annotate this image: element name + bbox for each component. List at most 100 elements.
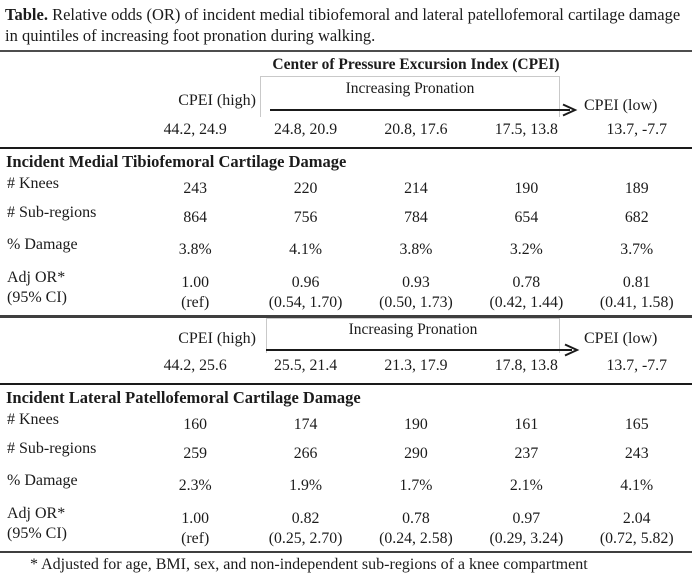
right-arrow-icon: [264, 103, 584, 122]
cell: 1.7%: [399, 477, 433, 494]
table-row-subregions: # Sub-regions 864 756 784 654 682: [0, 204, 692, 236]
or-value: 0.81: [622, 274, 651, 291]
caption-label: Table.: [5, 5, 48, 24]
ci-value: (0.29, 3.24): [489, 530, 564, 547]
cell: 3.8%: [178, 241, 212, 258]
cell: 165: [624, 416, 649, 433]
quintile-range: 13.7, -7.7: [606, 357, 668, 374]
cell: 243: [624, 445, 649, 462]
row-label: % Damage: [7, 236, 78, 253]
cpei-low-label: CPEI (low): [584, 97, 658, 114]
cell: 3.7%: [620, 241, 654, 258]
section2-title: Incident Lateral Patellofemoral Cartilag…: [6, 388, 361, 407]
cell: 190: [514, 180, 539, 197]
or-value: 0.78: [512, 274, 541, 291]
cell: 290: [404, 445, 428, 462]
cell: 190: [404, 416, 428, 433]
ci-value: (ref): [181, 530, 210, 547]
cell: 4.1%: [620, 477, 654, 494]
or-value: 0.78: [402, 510, 430, 527]
table-row-damage: % Damage 2.3% 1.9% 1.7% 2.1% 4.1%: [0, 472, 692, 504]
cell: 1.9%: [289, 477, 323, 494]
table-row-odds-ratio: Adj OR* (95% CI) 1.00 (ref) 0.96 (0.54, …: [0, 268, 692, 315]
pronation-box: [260, 76, 560, 117]
row-label: # Knees: [7, 175, 59, 192]
row-label: Adj OR*: [7, 269, 66, 286]
section1-quintile-ranges: 44.2, 24.9 24.8, 20.9 20.8, 17.6 17.5, 1…: [0, 118, 692, 147]
table-row-subregions: # Sub-regions 259 266 290 237 243: [0, 440, 692, 472]
ci-value: (0.24, 2.58): [379, 530, 453, 547]
row-label: % Damage: [7, 472, 78, 489]
row-label: # Knees: [7, 411, 59, 428]
cell: 864: [183, 209, 208, 226]
quintile-range: 44.2, 25.6: [163, 357, 227, 374]
row-label: Adj OR*: [7, 505, 66, 522]
row-label-2: (95% CI): [7, 289, 67, 306]
table-row-damage: % Damage 3.8% 4.1% 3.8% 3.2% 3.7%: [0, 236, 692, 268]
cell: 2.1%: [509, 477, 543, 494]
rule-above-footnote: [0, 551, 692, 553]
cell: 654: [514, 209, 539, 226]
rule-under-caption: [0, 50, 692, 52]
cell: 161: [514, 416, 539, 433]
cell: 259: [183, 445, 208, 462]
or-value: 0.82: [291, 510, 320, 527]
cell: 243: [183, 180, 208, 197]
section2-header-block: Increasing Pronation CPEI (high) CPEI (l…: [0, 318, 692, 357]
ci-value: (0.54, 1.70): [268, 294, 343, 311]
cell: 4.1%: [289, 241, 323, 258]
quintile-range: 44.2, 24.9: [163, 121, 227, 138]
quintile-range: 21.3, 17.9: [384, 357, 448, 374]
cell: 220: [293, 180, 318, 197]
pronation-box: [266, 318, 560, 353]
rule-section2-top: [0, 383, 692, 385]
caption-text: Relative odds (OR) of incident medial ti…: [5, 5, 681, 45]
cell: 160: [183, 416, 208, 433]
cpei-header-title: Center of Pressure Excursion Index (CPEI…: [272, 56, 560, 73]
cell: 214: [404, 180, 428, 197]
quintile-range: 17.5, 13.8: [494, 121, 558, 138]
pronation-label: Increasing Pronation: [348, 321, 478, 338]
or-value: 2.04: [622, 510, 651, 527]
section1-header-block: Increasing Pronation CPEI (high) CPEI (l…: [0, 75, 692, 118]
cell: 3.2%: [509, 241, 543, 258]
cell: 189: [624, 180, 649, 197]
pronation-label: Increasing Pronation: [345, 80, 475, 97]
ci-value: (0.72, 5.82): [599, 530, 674, 547]
right-arrow-icon: [262, 343, 586, 362]
table-caption: Table. Relative odds (OR) of incident me…: [0, 3, 692, 48]
table-row-knees: # Knees 160 174 190 161 165: [0, 411, 692, 440]
table-row-knees: # Knees 243 220 214 190 189: [0, 175, 692, 204]
quintile-range: 13.7, -7.7: [606, 121, 668, 138]
row-label: # Sub-regions: [7, 440, 97, 457]
or-value: 0.97: [512, 510, 541, 527]
footnote: * Adjusted for age, BMI, sex, and non-in…: [30, 556, 588, 573]
ci-value: (ref): [181, 294, 210, 311]
cell: 237: [514, 445, 539, 462]
cell: 2.3%: [178, 477, 212, 494]
row-label-2: (95% CI): [7, 525, 67, 542]
or-value: 1.00: [181, 510, 210, 527]
cpei-high-label: CPEI (high): [178, 330, 256, 347]
or-value: 0.93: [402, 274, 430, 291]
cpei-high-label: CPEI (high): [178, 92, 256, 109]
rule-section1-top: [0, 147, 692, 149]
cell: 756: [293, 209, 318, 226]
cpei-low-label: CPEI (low): [584, 330, 658, 347]
ci-value: (0.41, 1.58): [599, 294, 674, 311]
cell: 266: [293, 445, 318, 462]
section1-title: Incident Medial Tibiofemoral Cartilage D…: [6, 152, 347, 171]
or-value: 1.00: [181, 274, 210, 291]
quintile-range: 24.8, 20.9: [273, 121, 338, 138]
ci-value: (0.42, 1.44): [489, 294, 564, 311]
cell: 174: [293, 416, 318, 433]
row-label: # Sub-regions: [7, 204, 97, 221]
rule-section-divider: [0, 315, 692, 318]
quintile-range: 17.8, 13.8: [494, 357, 558, 374]
section2-quintile-ranges: 44.2, 25.6 25.5, 21.4 21.3, 17.9 17.8, 1…: [0, 354, 692, 383]
quintile-range: 20.8, 17.6: [384, 121, 448, 138]
cell: 784: [404, 209, 428, 226]
quintile-range: 25.5, 21.4: [273, 357, 338, 374]
ci-value: (0.50, 1.73): [379, 294, 453, 311]
